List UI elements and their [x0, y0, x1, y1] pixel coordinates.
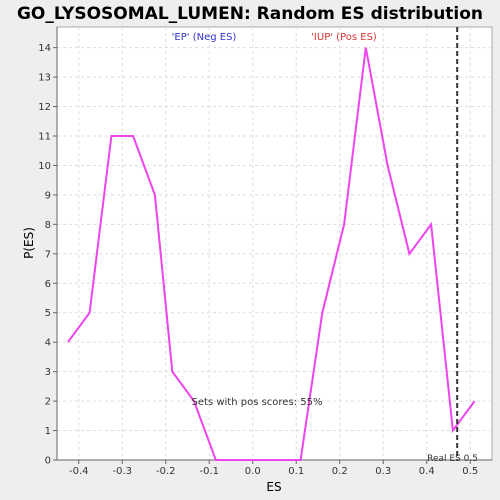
- y-tick-label: 3: [45, 367, 51, 378]
- y-tick-label: 1: [45, 426, 51, 437]
- legend-pos-es: 'IUP' (Pos ES): [311, 32, 377, 43]
- chart-title: GO_LYSOSOMAL_LUMEN: Random ES distributi…: [17, 4, 483, 24]
- x-tick-label: 0.4: [419, 466, 435, 477]
- y-tick-label: 10: [38, 161, 51, 172]
- y-axis-label: P(ES): [22, 227, 36, 259]
- y-tick-label: 14: [38, 43, 51, 54]
- series-group: [67, 47, 476, 461]
- y-tick-label: 12: [38, 102, 51, 113]
- grid-lines: [57, 27, 492, 461]
- y-tick-label: 8: [45, 220, 51, 231]
- x-tick-label: 0.3: [375, 466, 391, 477]
- x-tick-label: -0.3: [112, 466, 132, 477]
- legend-neg-es: 'EP' (Neg ES): [172, 32, 237, 43]
- x-tick-label: -0.2: [156, 466, 176, 477]
- y-tick-label: 4: [45, 338, 51, 349]
- y-tick-label: 5: [45, 308, 51, 319]
- x-axis-label: ES: [266, 480, 281, 494]
- x-tick-label: -0.1: [199, 466, 219, 477]
- es-distribution-line: [67, 47, 476, 461]
- x-ticks: -0.4 -0.3 -0.2 -0.1 0.0 0.1 0.2 0.3 0.4 0.5: [69, 460, 478, 477]
- x-tick-label: 0.5: [462, 466, 478, 477]
- y-tick-label: 2: [45, 397, 51, 408]
- x-tick-label: 0.1: [288, 466, 304, 477]
- y-tick-label: 13: [38, 73, 51, 84]
- y-tick-label: 6: [45, 279, 51, 290]
- x-tick-label: -0.4: [69, 466, 89, 477]
- y-tick-label: 0: [45, 456, 51, 467]
- real-es-label: Real ES 0.5: [427, 454, 478, 464]
- y-tick-label: 7: [45, 249, 51, 260]
- x-tick-label: 0.0: [245, 466, 261, 477]
- y-tick-label: 9: [45, 190, 51, 201]
- x-tick-label: 0.2: [332, 466, 348, 477]
- y-tick-label: 11: [38, 131, 51, 142]
- pos-scores-annotation: Sets with pos scores: 55%: [192, 397, 323, 408]
- plot-area: [56, 26, 493, 461]
